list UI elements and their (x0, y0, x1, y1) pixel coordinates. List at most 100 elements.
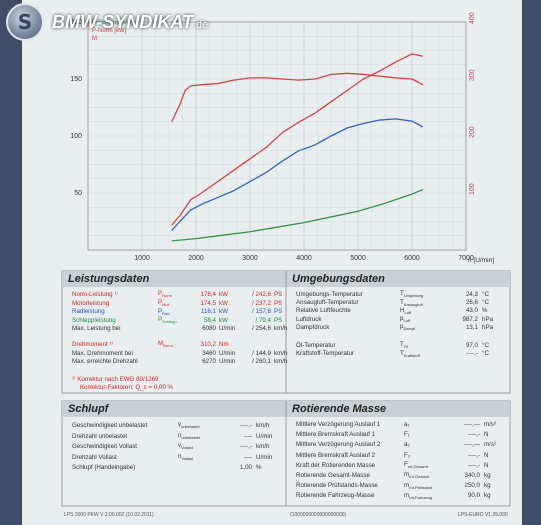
row-label: Mittlere Bremskraft Auslauf 2 (296, 451, 376, 459)
rotierende-masse-row: Mittlere Bremskraft Auslauf 1 F₁ ----,- N (296, 430, 488, 439)
row-unit: °C (482, 291, 489, 298)
leistung-row: Radleistung PRad 116,1 kW / 157,8 PS (72, 307, 292, 316)
y-left-tick-label: 150 (70, 76, 82, 83)
site-watermark: S BMW-SYNDIKAT.de (0, 0, 266, 44)
y-right-tick-label: 100 (469, 183, 476, 195)
plot-frame (87, 21, 467, 251)
row-unit: kW (219, 308, 228, 316)
rotierende-masse-row: Mittlere Bremskraft Auslauf 2 F₂ ----,- N (296, 451, 488, 460)
row-value-2: / 144,9 (252, 349, 271, 357)
row-value: ----,- (239, 422, 252, 429)
row-symbol: mrot-Gesamt (404, 471, 430, 480)
row-value: 13,1 (465, 323, 478, 331)
row-symbol: vunbelastet (178, 421, 200, 430)
row-value: 26,6 (465, 299, 478, 307)
row-value: 43,0 (465, 307, 478, 315)
row-unit: % (256, 464, 262, 471)
x-tick-label: 5000 (350, 255, 366, 262)
row-symbol: TÖl (400, 341, 408, 350)
rotierende-masse-title: Rotierende Masse (292, 403, 387, 415)
footer-right: LPS-EURO V1.35.000 (458, 512, 508, 518)
row-unit: m/s² (484, 421, 497, 428)
row-symbol: TKraftstoff (400, 349, 420, 358)
row-value: 90,0 (467, 492, 480, 500)
row-symbol: a₂ (404, 441, 410, 449)
x-tick-label: 6000 (404, 255, 420, 262)
row-symbol: vVollast (178, 442, 193, 451)
row-value: 178,4 (200, 291, 216, 298)
y-left-tick-label: 200 (70, 19, 82, 26)
row-value: ----,- (239, 443, 252, 450)
row-unit: U/min (219, 349, 236, 357)
rotierende-masse-row: Rotierende Prüfstands-Masse mrot-Prüfstan… (296, 481, 491, 490)
row-unit: °C (482, 342, 489, 349)
row-unit: U/min (219, 325, 236, 333)
brand-domain: .de (192, 18, 209, 31)
y-right-tick-label: 200 (469, 126, 476, 138)
drehmoment-row: Max. erreichte Drehzahl 6270 U/min / 260,1 k… (72, 357, 292, 366)
row-label: Ansaugluft-Temperatur (296, 299, 359, 307)
leistung-row: Max. Leistung bei 6080 U/min / 254,6 km/h (72, 324, 292, 333)
row-unit-2: PS (274, 291, 283, 298)
row-unit: °C (482, 299, 489, 307)
y-left-tick-label: 50 (74, 190, 82, 197)
row-unit: hPa (482, 315, 494, 323)
row-value-2: / 260,1 (252, 358, 271, 366)
row-unit-2: PS (274, 308, 283, 316)
row-value: 340,0 (464, 472, 480, 479)
site-logo-icon: S (6, 3, 44, 41)
row-unit: km/h (256, 443, 270, 450)
row-unit: m/s² (484, 441, 497, 449)
x-tick-label: 1000 (134, 255, 150, 262)
umgebung-row: Dampfdruck pDampf 13,1 hPa (296, 323, 493, 332)
x-axis-label: n [U/min] (468, 257, 494, 264)
row-unit: kW (219, 316, 228, 324)
y-right-tick-label: 300 (469, 69, 476, 81)
legend-entry: P-Norm [kW] (92, 28, 127, 34)
footer-left: LPS 3000 PKW V 2.00.002 (10.02.2011) (64, 512, 154, 518)
rotierende-masse-row: Mittlere Verzögerung Auslauf 2 a₂ ----,---… (296, 440, 496, 449)
drehmoment-row: Drehmoment ¹⁾ MNorm 310,2 Nm (72, 340, 292, 349)
row-label: Mittlere Bremskraft Auslauf 1 (296, 431, 376, 439)
row-unit: U/min (256, 453, 273, 461)
y-left-tick-label: 100 (70, 133, 82, 140)
schlupf-title: Schlupf (68, 403, 109, 415)
row-unit: km/h (256, 422, 270, 429)
umgebung-row: Öl-Temperatur TÖl 97,0 °C (296, 341, 489, 350)
row-value: ----,- (465, 350, 478, 358)
row-symbol: F₁ (404, 431, 410, 439)
row-unit: N (484, 451, 489, 459)
rotierende-masse-row: Kraft der Rotierenden Masse Frot-Gesamt --… (296, 461, 488, 470)
row-symbol: PNorm (158, 290, 172, 299)
row-label: Luftdruck (296, 315, 322, 323)
row-label: Öl-Temperatur (296, 342, 336, 349)
x-tick-label: 3000 (242, 255, 258, 262)
row-unit-2: km/h (274, 325, 288, 333)
x-tick-label: 4000 (296, 255, 312, 262)
row-value: 6270 (202, 358, 216, 366)
row-label: Rotierende Prüfstands-Masse (296, 482, 378, 490)
x-tick-label: 7000 (458, 255, 474, 262)
row-symbol: a₁ (404, 421, 410, 428)
row-symbol: pDampf (400, 323, 416, 332)
row-label: Relative Luftfeuchte (296, 307, 351, 315)
row-unit: hPa (482, 323, 494, 331)
row-label: Kraftstoff-Temperatur (296, 350, 355, 358)
row-symbol: PSchlepp (158, 316, 177, 325)
leistung-row: Motorleistung PMot 174,5 kW / 237,2 PS (72, 299, 292, 308)
leistungsdaten-title: Leistungsdaten (68, 273, 150, 285)
row-label: Max. erreichte Drehzahl (72, 358, 138, 366)
row-label: Max. Leistung bei (72, 325, 121, 333)
row-symbol: nVollast (178, 452, 194, 462)
row-unit-2: PS (274, 299, 283, 307)
x-tick-label: 2000 (188, 255, 204, 262)
row-unit: U/min (256, 432, 273, 440)
umgebung-row: Relative Luftfeuchte HLuft 43,0% (296, 306, 488, 315)
row-label: Drehzahl unbelastet (72, 432, 128, 440)
row-label: Geschwindigkeit Vollast (72, 443, 138, 450)
row-label: Mittlere Verzögerung Auslauf 1 (296, 421, 381, 428)
series-line (171, 53, 423, 226)
row-symbol: F₂ (404, 451, 411, 459)
row-label: Drehzahl Vollast (72, 453, 117, 461)
